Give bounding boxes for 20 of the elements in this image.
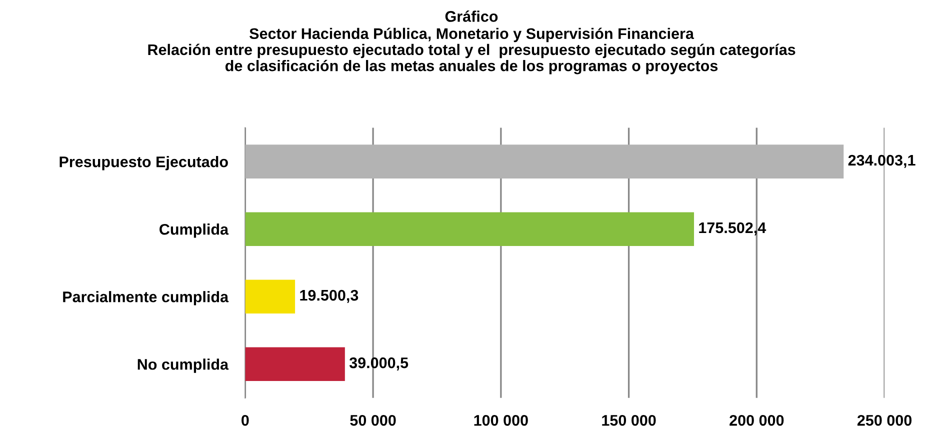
y-tick-label: Presupuesto Ejecutado [60,156,228,170]
chart-subtitle: Sector Hacienda Pública, Monetario y Supervisión Financiera Relación entre presupuesto ejecutado total y el presupuesto ejecutado según categorías de clasificación de las metas anuales de los programas o proyectos [148,28,796,74]
data-label: 234.003,1 [848,154,916,168]
x-tick-label: 0 [242,414,249,426]
x-tick-label: 50 000 [350,414,396,426]
y-tick-label: Parcialmente cumplida [63,291,229,306]
bar [245,144,844,178]
x-tick-label: 200 000 [730,414,784,426]
bar [245,347,345,382]
bar [245,280,296,314]
x-tick-label: 250 000 [857,414,912,426]
chart-title: Gráfico [445,10,498,22]
y-tick-label: No cumplida [138,358,229,373]
bar [245,212,694,246]
y-tick-label: Cumplida [160,224,229,238]
data-label: 175.502,4 [699,222,766,236]
x-tick-label: 100 000 [474,414,528,426]
x-tick-label: 150 000 [602,414,656,426]
data-label: 19.500,3 [300,290,358,303]
data-label: 39.000,5 [349,357,408,370]
